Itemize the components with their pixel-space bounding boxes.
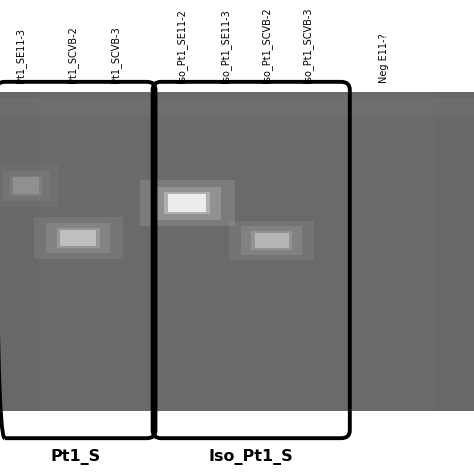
Text: Iso_Pt1_SE11-3: Iso_Pt1_SE11-3 (220, 9, 231, 83)
Bar (57, 228, 100, 248)
Bar (168, 194, 206, 212)
Text: Pt1_SE11-3: Pt1_SE11-3 (15, 28, 26, 83)
Bar (153, 187, 221, 220)
Text: Pt1_SCVB-2: Pt1_SCVB-2 (67, 26, 78, 83)
Bar (13, 177, 39, 194)
Bar (3, 171, 50, 201)
Bar (140, 180, 235, 226)
Text: Iso_Pt1_S: Iso_Pt1_S (209, 448, 293, 465)
Bar (251, 231, 292, 250)
Bar (229, 221, 314, 260)
Bar (34, 218, 123, 259)
Text: Pt1_SCVB-3: Pt1_SCVB-3 (110, 27, 121, 83)
Text: Pt1_S: Pt1_S (51, 448, 101, 465)
Bar (61, 230, 96, 246)
Bar (241, 226, 302, 255)
Bar (255, 233, 289, 248)
Text: Iso_Pt1_SCVB-3: Iso_Pt1_SCVB-3 (302, 8, 313, 83)
Bar (46, 223, 110, 253)
Bar (38, 92, 436, 410)
Bar (0, 165, 59, 207)
Bar (164, 192, 210, 214)
Bar (10, 176, 42, 196)
Bar (0, 92, 474, 410)
Text: Iso_Pt1_SCVB-2: Iso_Pt1_SCVB-2 (261, 8, 272, 83)
Bar (0, 99, 474, 116)
Text: Iso_Pt1_SE11-2: Iso_Pt1_SE11-2 (176, 9, 187, 83)
Text: Neg E11-?: Neg E11-? (379, 34, 389, 83)
